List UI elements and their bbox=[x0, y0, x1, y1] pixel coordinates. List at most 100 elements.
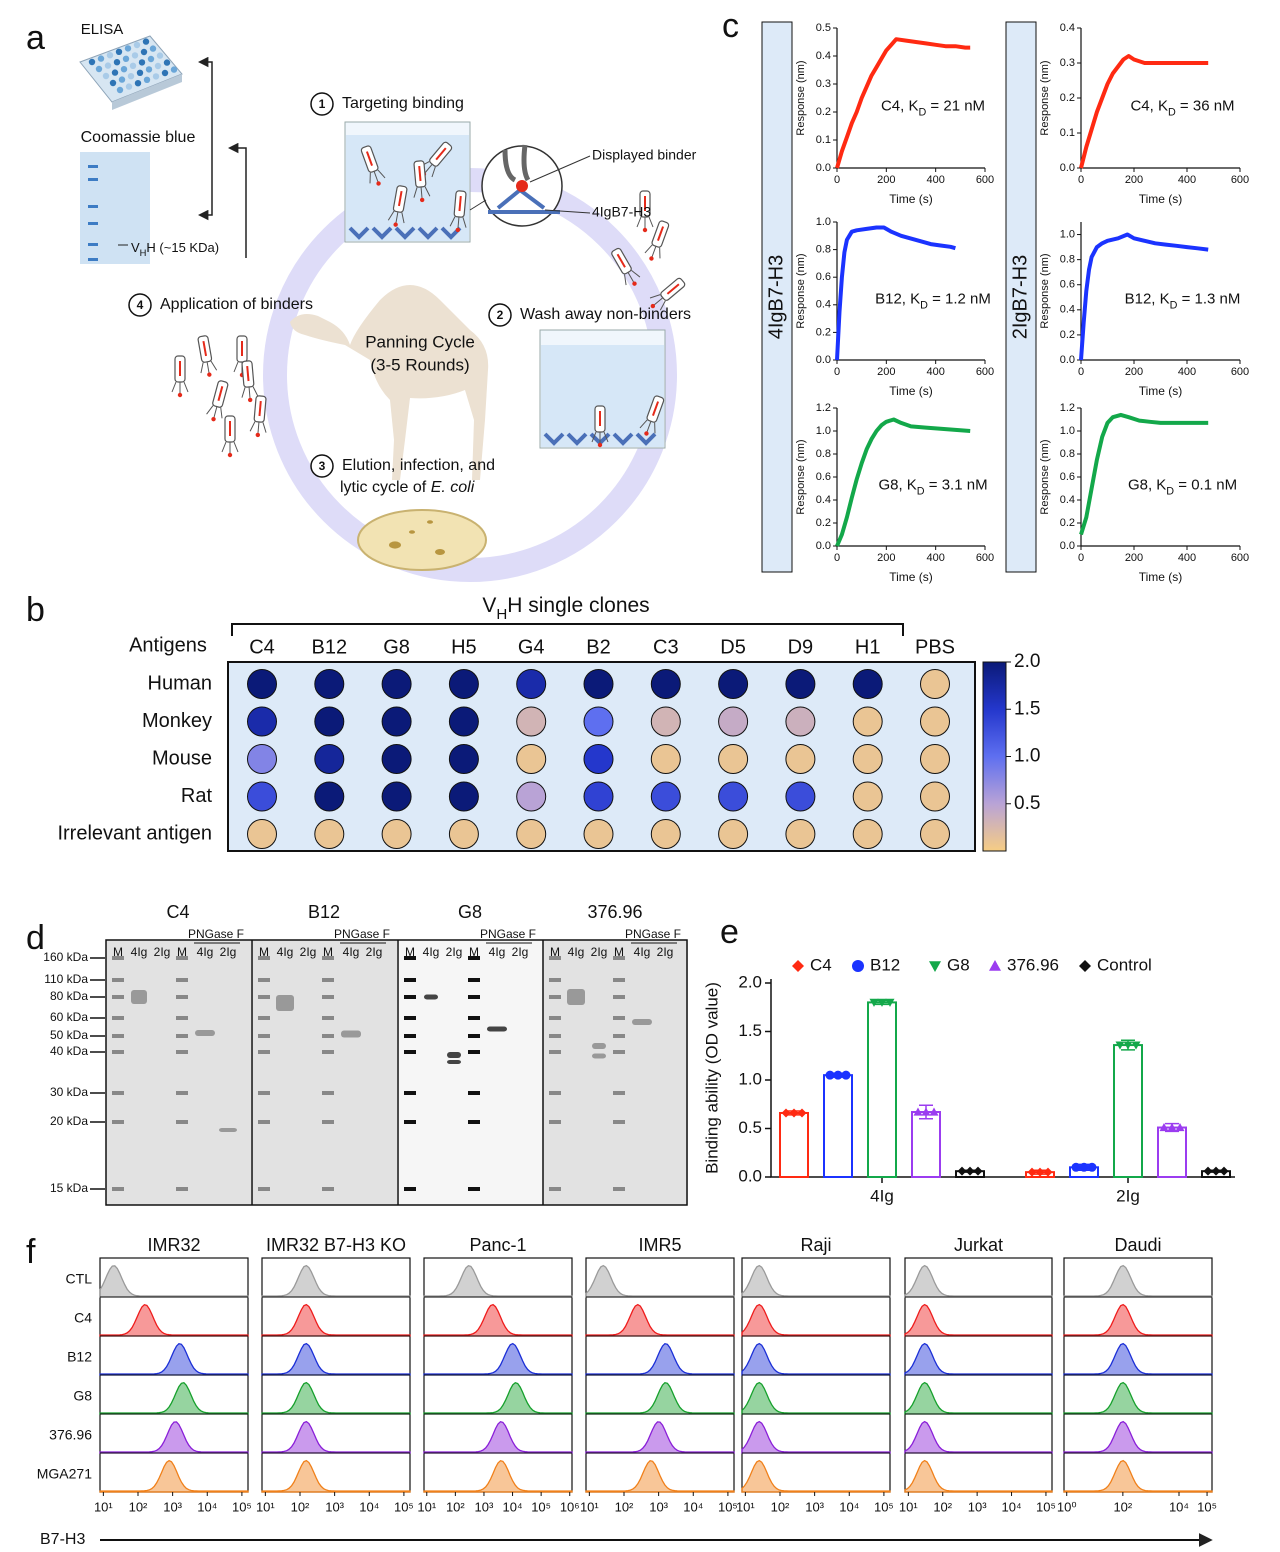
panel-label: e bbox=[720, 913, 739, 951]
lane-label: 2Ig bbox=[220, 945, 237, 959]
step-number: 4 bbox=[137, 298, 144, 312]
annotation: C4, KD = 21 nM bbox=[881, 97, 985, 118]
panel-label: d bbox=[26, 919, 45, 957]
well bbox=[102, 72, 110, 80]
binder-stalk bbox=[502, 144, 531, 183]
x-tick-label: 10¹ bbox=[580, 1499, 599, 1514]
row-label: Rat bbox=[181, 785, 213, 807]
y-tick-label: 0.4 bbox=[1060, 304, 1075, 316]
column-label: G8 bbox=[383, 636, 410, 658]
x-tick-label: 10⁶ bbox=[560, 1499, 580, 1514]
lane-label: 2Ig bbox=[657, 945, 674, 959]
phage-tail bbox=[591, 431, 609, 443]
dot bbox=[247, 669, 277, 699]
y-tick-label: 1.0 bbox=[1060, 425, 1075, 437]
ladder-label: 50 kDa bbox=[50, 1028, 88, 1042]
phage-tip bbox=[632, 281, 637, 286]
chart-title-part: V bbox=[482, 594, 496, 617]
x-tick-label: 10⁵ bbox=[718, 1499, 738, 1514]
replicate-marker bbox=[1027, 1167, 1037, 1177]
phage bbox=[639, 395, 665, 436]
panel-label: b bbox=[26, 591, 45, 629]
x-tick-label: 10⁵ bbox=[874, 1499, 894, 1514]
ladder-band bbox=[549, 1050, 561, 1054]
x-tick-label: 10² bbox=[933, 1499, 952, 1514]
dot bbox=[247, 781, 277, 812]
step-number: 1 bbox=[319, 97, 326, 111]
column-label: B12 bbox=[312, 636, 348, 658]
column-title: Panc-1 bbox=[469, 1235, 526, 1255]
x-tick-label: 10³ bbox=[475, 1499, 494, 1514]
histogram bbox=[741, 1420, 891, 1454]
step-label: Targeting binding bbox=[342, 95, 464, 112]
dot bbox=[785, 669, 816, 699]
annotation: C4, KD = 36 nM bbox=[1130, 97, 1234, 118]
ladder-label: 110 kDa bbox=[44, 972, 88, 986]
sample-band bbox=[632, 1019, 652, 1025]
ladder-band bbox=[468, 995, 480, 999]
phage-tip bbox=[227, 452, 233, 458]
ladder-label: 40 kDa bbox=[50, 1044, 88, 1058]
dot bbox=[650, 819, 681, 849]
double-arrow bbox=[197, 56, 213, 221]
ladder-band bbox=[404, 1034, 416, 1038]
ladder-band bbox=[549, 1034, 561, 1038]
ladder-band bbox=[258, 978, 270, 982]
annotation-part: = 0.1 nM bbox=[1174, 476, 1237, 493]
phage bbox=[241, 360, 259, 403]
ladder-band bbox=[112, 1187, 124, 1191]
ladder-band bbox=[549, 1120, 561, 1124]
histogram bbox=[1063, 1342, 1213, 1376]
well bbox=[120, 66, 128, 73]
well bbox=[170, 66, 178, 73]
replicate-marker bbox=[797, 1108, 807, 1118]
annotation-part: D bbox=[1170, 299, 1178, 311]
dot bbox=[448, 744, 479, 774]
histogram bbox=[1063, 1381, 1213, 1415]
x-tick-label: 0 bbox=[1078, 366, 1084, 378]
ladder-label: 60 kDa bbox=[50, 1010, 88, 1024]
response-curve bbox=[1079, 232, 1209, 361]
histogram bbox=[1063, 1303, 1213, 1337]
ladder-band bbox=[468, 1091, 480, 1095]
histogram bbox=[99, 1459, 249, 1493]
y-tick-label: 1.0 bbox=[1060, 228, 1075, 240]
phage bbox=[644, 220, 670, 261]
histogram bbox=[741, 1303, 891, 1337]
ladder-band bbox=[404, 1050, 416, 1054]
ladder-band bbox=[404, 1016, 416, 1020]
phage-gene bbox=[202, 340, 208, 357]
x-tick-label: 400 bbox=[1178, 366, 1196, 378]
dot bbox=[920, 781, 950, 812]
dot bbox=[381, 706, 412, 737]
phage-gene bbox=[657, 226, 665, 241]
x-tick-label: 10² bbox=[129, 1499, 148, 1514]
replicate-marker bbox=[833, 1070, 843, 1080]
replicate-marker bbox=[1071, 1162, 1081, 1172]
phage bbox=[419, 141, 453, 178]
lane-label: 4Ig bbox=[423, 945, 440, 959]
histogram bbox=[585, 1342, 735, 1376]
bar bbox=[779, 1111, 809, 1178]
dot bbox=[314, 781, 345, 812]
phage-tail bbox=[387, 210, 405, 224]
phage-tip bbox=[644, 431, 649, 436]
legend-marker bbox=[1079, 960, 1091, 972]
annotation-part: B12, K bbox=[1125, 290, 1170, 307]
phage bbox=[636, 190, 654, 233]
phage-gene bbox=[258, 400, 262, 417]
dot bbox=[381, 819, 412, 849]
ladder-band bbox=[468, 1050, 480, 1054]
sample-band bbox=[487, 1026, 507, 1032]
y-tick-label: 0.6 bbox=[816, 271, 831, 283]
row-label: Monkey bbox=[142, 710, 212, 732]
dot bbox=[583, 744, 614, 774]
column-label: H5 bbox=[451, 636, 477, 658]
gel-band bbox=[88, 165, 98, 168]
ladder-band bbox=[322, 1050, 334, 1054]
x-tick-label: 10⁴ bbox=[1002, 1499, 1022, 1514]
annotation-part: D bbox=[917, 485, 925, 497]
y-tick-label: 0.5 bbox=[816, 22, 831, 34]
phage-gene bbox=[652, 401, 660, 416]
dot bbox=[718, 781, 749, 812]
